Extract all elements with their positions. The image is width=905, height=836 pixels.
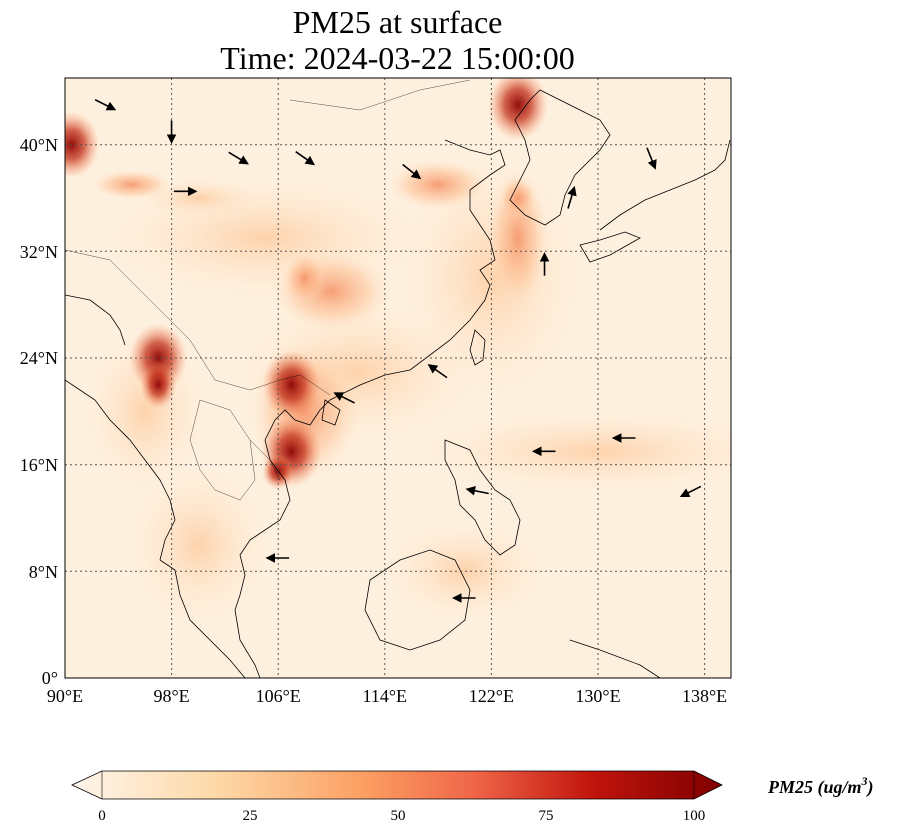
colorbar-gradient	[71, 770, 723, 800]
wind-arrow	[228, 151, 249, 165]
pm25-plume	[417, 411, 731, 492]
borders	[65, 79, 471, 501]
colorbar: 0 25 50 75 100 PM25 (ug/m3)	[71, 770, 874, 824]
wind-arrow	[465, 486, 489, 496]
coastline	[65, 89, 731, 678]
lon-tick: 138°E	[682, 686, 727, 706]
wind-vectors	[94, 99, 702, 603]
map-title-line1: PM25 at surface	[292, 4, 503, 40]
colorbar-tick: 75	[539, 808, 554, 824]
pm25-plume	[128, 464, 269, 625]
lat-tick: 32°N	[20, 242, 58, 262]
pm25-hotspot	[499, 176, 536, 220]
wind-arrow	[94, 99, 117, 111]
wind-arrow	[646, 147, 657, 170]
lat-axis: 40°N 32°N 24°N 16°N 8°N 0°	[20, 135, 58, 688]
wind-arrow	[427, 364, 448, 379]
colorbar-tick: 0	[98, 808, 106, 824]
wind-arrow	[402, 163, 422, 180]
lon-tick: 114°E	[363, 686, 408, 706]
colorbar-tick: 25	[243, 808, 258, 824]
lat-tick: 8°N	[29, 562, 58, 582]
pm25-plume	[138, 178, 259, 218]
lat-tick: 16°N	[20, 455, 58, 475]
lon-tick: 90°E	[47, 686, 83, 706]
wind-arrow	[333, 392, 355, 404]
lat-tick: 24°N	[20, 348, 58, 368]
pm25-hotspot	[262, 349, 321, 420]
map-title-line2: Time: 2024-03-22 15:00:00	[220, 40, 575, 76]
pm25-hotspot	[140, 360, 177, 409]
pm25-hotspot	[65, 111, 100, 179]
lon-axis: 90°E 98°E 106°E 114°E 122°E 130°E 138°E	[47, 686, 727, 706]
lon-tick: 106°E	[256, 686, 301, 706]
pm25-plume	[387, 159, 488, 210]
lon-tick: 130°E	[575, 686, 620, 706]
pm25-hotspot	[283, 252, 326, 304]
wind-arrow	[679, 485, 702, 497]
wind-arrow	[567, 185, 577, 209]
lon-tick: 98°E	[153, 686, 189, 706]
wind-arrow	[295, 151, 316, 166]
map-frame	[64, 77, 732, 679]
colorbar-tick: 50	[391, 808, 406, 824]
pm25-field	[65, 78, 731, 678]
colorbar-tick: 100	[683, 808, 706, 824]
pm25-hotspot	[487, 78, 548, 141]
graticule	[65, 78, 731, 678]
pm25-plume	[384, 521, 545, 622]
lat-tick: 40°N	[20, 135, 58, 155]
lat-tick: 0°	[42, 668, 58, 688]
colorbar-label: PM25 (ug/m3)	[767, 774, 874, 798]
lon-tick: 122°E	[469, 686, 514, 706]
